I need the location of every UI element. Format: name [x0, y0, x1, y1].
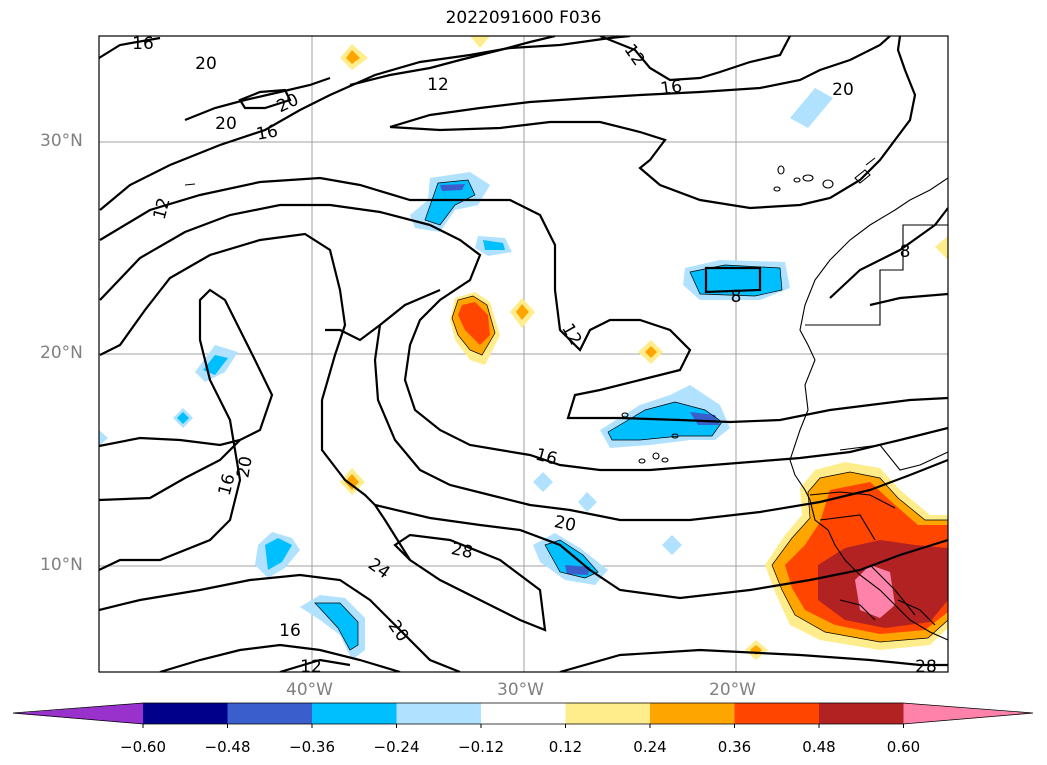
islands	[184, 157, 876, 464]
contour-label: 8	[900, 242, 911, 262]
contour-label: 20	[274, 90, 302, 117]
coastlines	[789, 177, 948, 641]
contour-label: 20	[233, 455, 256, 480]
lat-label-30N: 30°N	[40, 131, 83, 151]
contour-label: 16	[279, 621, 301, 641]
contour-label: 20	[215, 114, 237, 134]
contour-label: 12	[150, 196, 175, 222]
colorbar-outline	[12, 702, 1034, 725]
colorbar-tick-label: −0.48	[204, 738, 251, 756]
contour-label: 8	[731, 287, 742, 307]
colorbar-cell	[734, 703, 820, 724]
lon-label-20W: 20°W	[709, 680, 756, 700]
colorbar-tick-label: −0.12	[458, 738, 504, 756]
colorbar-cell	[143, 703, 228, 724]
map-title: 2022091600 F036	[445, 8, 602, 28]
contour-label: 16	[255, 121, 280, 144]
lat-label-20N: 20°N	[40, 343, 83, 363]
colorbar-extend-low	[13, 703, 143, 724]
map-panel: 16 20 20 20 16 12 12 16 20 12 12 16 20 1…	[98, 34, 949, 677]
colorbar-cell	[650, 703, 735, 724]
colorbar-tick-label: 0.48	[802, 738, 836, 756]
contour-label: 20	[384, 617, 413, 646]
map-frame	[98, 35, 949, 673]
colorbar-extend-high	[903, 703, 1033, 724]
gridlines	[99, 36, 948, 672]
colorbar-tick-label: −0.60	[120, 738, 166, 756]
colorbar-tick-label: 0.60	[886, 738, 921, 756]
colorbar-cell	[396, 703, 482, 724]
contour-label: 16	[533, 445, 559, 470]
colorbar-cell	[312, 703, 397, 724]
contour-label: 28	[449, 539, 474, 563]
contour-label: 24	[364, 555, 393, 584]
contour-label: 12	[300, 657, 322, 677]
contour-label: 28	[915, 657, 937, 677]
colorbar-cell	[481, 703, 566, 724]
colorbar-tick-label: 0.36	[717, 738, 752, 756]
colorbar-cell	[227, 703, 313, 724]
colorbar-tick-label: −0.36	[289, 738, 335, 756]
lon-label-30W: 30°W	[497, 680, 544, 700]
contour-label: 20	[832, 80, 854, 100]
contour-label: 20	[195, 54, 217, 74]
contour-label: 12	[557, 320, 585, 349]
shading-positive	[340, 36, 948, 660]
contour-label: 20	[552, 512, 577, 536]
thin-contours	[314, 179, 948, 651]
colorbar-tick-label: 0.12	[548, 738, 583, 756]
contour-label: 16	[659, 77, 683, 100]
colorbar-cell	[819, 703, 904, 724]
colorbar-cell	[565, 703, 651, 724]
colorbar-tick-label: −0.24	[373, 738, 420, 756]
colorbar-cells	[13, 703, 1033, 728]
colorbar-tick-label: 0.24	[633, 738, 667, 756]
lon-label-40W: 40°W	[286, 680, 333, 700]
contour-label: 12	[427, 75, 449, 95]
colorbar	[12, 702, 1034, 728]
lat-label-10N: 10°N	[40, 555, 83, 575]
contour-label: 16	[132, 34, 154, 54]
